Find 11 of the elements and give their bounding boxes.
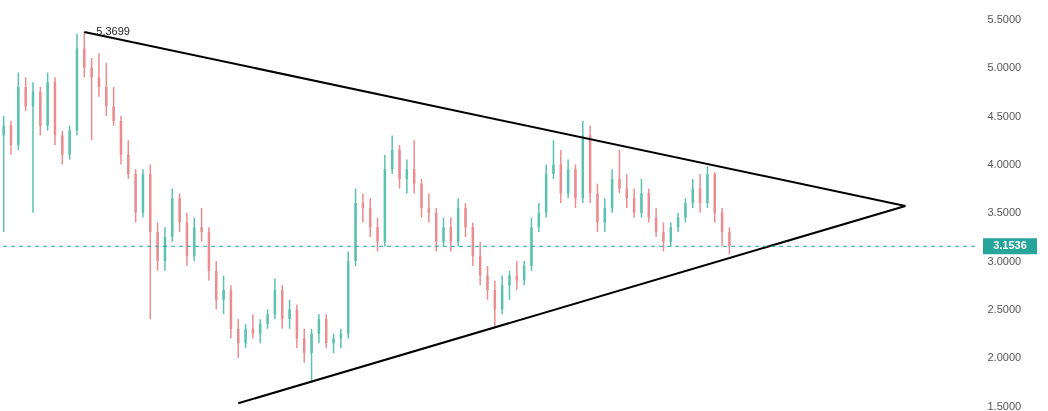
- y-tick-label: 4.0000: [987, 157, 1022, 170]
- y-tick-label: 5.0000: [987, 61, 1022, 74]
- y-tick-label: 4.5000: [987, 109, 1022, 122]
- ref-line-label: 3.1536: [993, 239, 1027, 252]
- y-tick-label: 3.0000: [987, 254, 1022, 267]
- y-tick-label: 1.5000: [987, 399, 1022, 411]
- y-tick-label: 2.5000: [987, 302, 1022, 315]
- y-tick-label: 2.0000: [987, 351, 1022, 364]
- y-tick-label: 3.5000: [987, 206, 1022, 219]
- y-tick-label: 5.5000: [987, 12, 1022, 25]
- annotation: 5.3699: [96, 24, 130, 37]
